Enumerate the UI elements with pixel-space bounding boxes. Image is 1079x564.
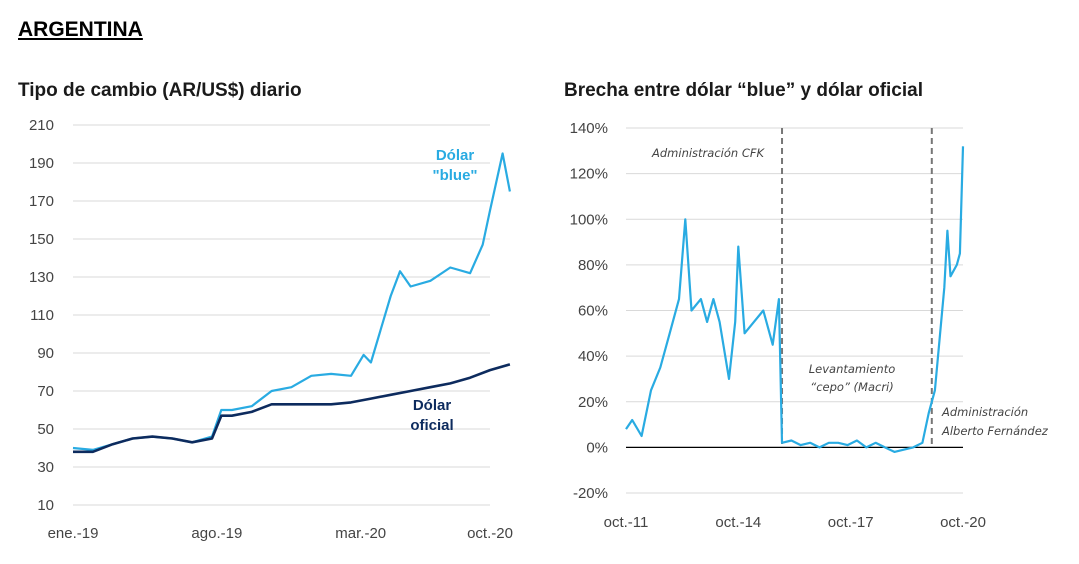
annotation-cepo: Levantamiento [809,362,896,376]
x-tick-label: oct.-20 [940,514,986,531]
x-tick-label: ago.-19 [191,525,242,542]
y-tick-label: 190 [29,155,54,172]
annotation-admin-fernandez: Administración [941,405,1028,419]
x-tick-label: oct.-14 [715,514,761,531]
y-tick-label: 90 [37,345,54,362]
y-tick-label: 60% [578,303,608,320]
y-tick-label: 130 [29,269,54,286]
annotation-admin-fernandez: Alberto Fernández [941,424,1049,438]
y-tick-label: 50 [37,421,54,438]
y-tick-label: 110 [30,307,54,324]
y-tick-label: 140% [570,120,608,137]
y-tick-label: 100% [570,211,608,228]
series-label-oficial: Dólar [413,397,452,414]
series-label-blue: Dólar [436,147,475,164]
y-tick-label: 30 [37,459,54,476]
y-tick-label: 40% [578,348,608,365]
y-tick-label: 80% [578,257,608,274]
y-tick-label: 170 [29,193,54,210]
chart-title-gap: Brecha entre dólar “blue” y dólar oficia… [564,80,923,101]
annotation-admin-cfk: Administración CFK [651,146,765,160]
chart-title-exchange-rate: Tipo de cambio (AR/US$) diario [18,80,302,101]
y-tick-label: -20% [573,485,608,502]
x-tick-label: oct.-20 [467,525,513,542]
y-tick-label: 20% [578,394,608,411]
x-tick-label: oct.-11 [604,514,649,531]
y-tick-label: 70 [37,383,54,400]
page-title: ARGENTINA [18,18,143,41]
y-tick-label: 120% [570,166,608,183]
series-label-blue: "blue" [432,167,477,184]
y-tick-label: 150 [29,231,54,248]
y-tick-label: 10 [37,497,54,514]
series-line-gap [625,146,965,453]
series-label-oficial: oficial [410,417,453,434]
y-tick-label: 0% [586,439,608,456]
series-line-oficial [73,363,511,454]
annotation-cepo: “cepo” (Macri) [810,380,894,394]
x-tick-label: ene.-19 [48,525,99,542]
x-tick-label: oct.-17 [828,514,874,531]
x-tick-label: mar.-20 [335,525,386,542]
y-tick-label: 210 [29,117,54,134]
